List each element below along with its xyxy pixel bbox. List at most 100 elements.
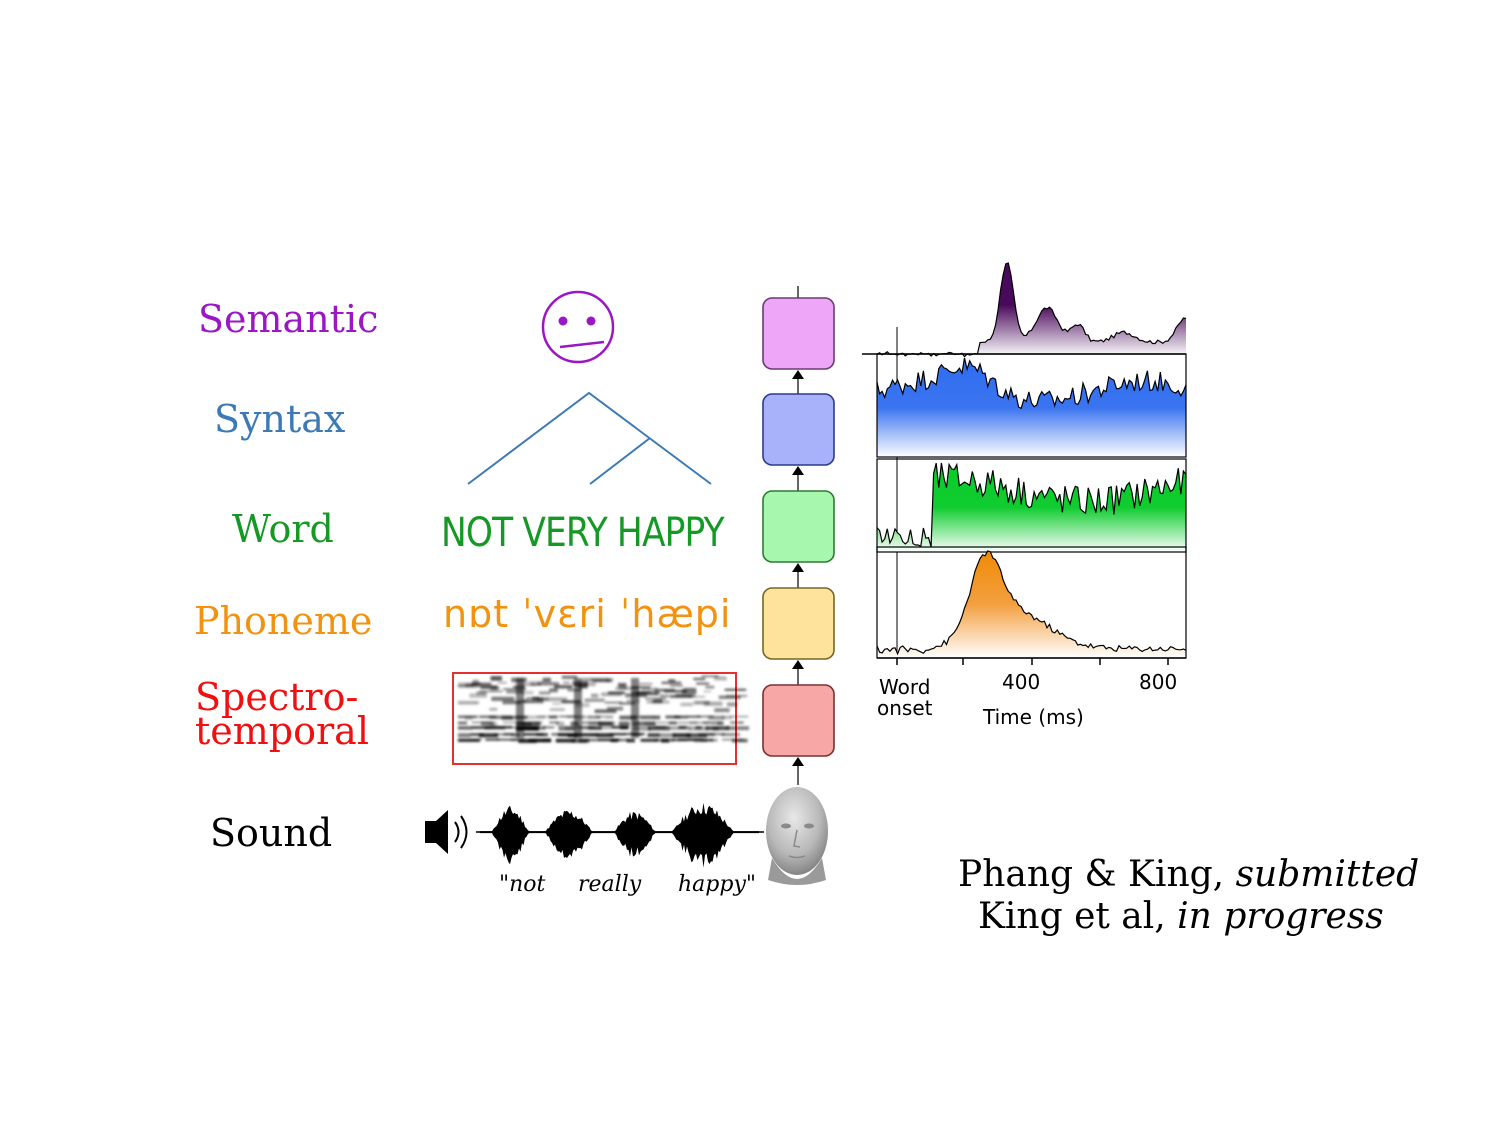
spectrogram-band [458, 685, 479, 689]
spectrogram-band [647, 726, 670, 731]
spectrogram-band [661, 681, 682, 685]
spectrogram-band [458, 738, 481, 742]
spectrogram-band [476, 691, 487, 695]
spectrogram-band [549, 688, 558, 693]
tick-label-400: 400 [1002, 670, 1041, 694]
word-example: NOT VERY HAPPY [441, 510, 725, 556]
spectrogram-band [479, 715, 497, 718]
confused-face-icon [541, 290, 615, 364]
spectrogram-band [584, 698, 605, 702]
spectrogram-band [563, 681, 570, 684]
spectrogram-band [654, 691, 661, 695]
spectrogram-band [693, 700, 710, 705]
spectrogram-band [458, 721, 468, 725]
spectrogram-band [470, 733, 484, 736]
spectrogram-band [491, 696, 515, 701]
spectrogram-band [526, 715, 546, 719]
spectrogram-band [471, 726, 493, 729]
spectrogram-band [703, 701, 723, 706]
spectrogram-band [725, 694, 748, 698]
spectrogram-band [674, 715, 681, 719]
spectrogram [452, 672, 750, 765]
spectrogram-band [472, 679, 479, 685]
spectrogram-band [725, 726, 750, 731]
spectrogram-band [598, 738, 621, 742]
spectrogram-band [618, 721, 630, 726]
label-phoneme: Phoneme [194, 599, 373, 643]
spectrogram-band [610, 738, 619, 742]
spectrogram-band [654, 688, 675, 692]
spectrogram-band [714, 678, 728, 681]
spectrogram-band [656, 721, 677, 724]
spectrogram-band [712, 726, 719, 731]
citation-line-1: Phang & King, submitted [958, 854, 1419, 895]
spectrogram-band [713, 676, 727, 679]
citation-line-2: King et al, in progress [978, 896, 1384, 937]
spectrogram-band [598, 721, 614, 726]
phoneme-example: nɒt ˈvɛri ˈhæpi [443, 592, 732, 636]
spectrogram-band [680, 702, 694, 707]
spectrogram-band [554, 685, 573, 689]
timecourse-area-phoneme [877, 551, 1186, 658]
spectrogram-band [626, 738, 635, 743]
spectrogram-band [678, 726, 687, 729]
spectrogram-band [639, 682, 653, 685]
spectrogram-band [663, 689, 687, 693]
spectrogram-band [555, 721, 565, 727]
spectrogram-band [708, 715, 725, 720]
spectrogram-band [641, 687, 658, 691]
spectrogram-band [696, 682, 710, 685]
spectrogram-band [496, 738, 518, 741]
spectrogram-band [506, 690, 524, 694]
spectrogram-band [607, 706, 624, 711]
spectrogram-band [518, 738, 537, 743]
spectrogram-band [549, 721, 560, 724]
spectrogram-band [534, 721, 543, 724]
spectrogram-band [480, 721, 495, 726]
spectrogram-band [607, 691, 625, 695]
spectrogram-band [555, 738, 576, 743]
spectrogram-band [683, 687, 696, 690]
spectrogram-band [549, 708, 565, 711]
spectrogram-band [542, 738, 552, 743]
spectrogram-band [703, 690, 712, 693]
spectrogram-band [532, 726, 540, 731]
spectrogram-band [654, 726, 667, 728]
syntax-tree [467, 391, 712, 485]
spectrogram-band [458, 682, 482, 685]
spectrogram-band [518, 682, 536, 686]
label-semantic: Semantic [198, 297, 379, 341]
spectrogram-band [582, 677, 593, 682]
label-spectro-line1: Spectro- [195, 675, 359, 719]
spectrogram-band [619, 715, 637, 720]
spectrogram-burst [574, 678, 582, 738]
spectrogram-band [645, 697, 667, 700]
spectrogram-band [522, 733, 544, 736]
spectrogram-band [485, 738, 500, 741]
spectrogram-band [503, 688, 526, 690]
spectrogram-band [604, 701, 623, 704]
spectrogram-band [478, 733, 499, 738]
timecourse-line-word [876, 462, 1187, 548]
spectrogram-band [591, 677, 608, 682]
spectrogram-band [726, 702, 738, 707]
spectrogram-band [660, 738, 670, 743]
time-axis-label: Time (ms) [983, 705, 1084, 729]
spectrogram-band [567, 733, 578, 737]
sound-waveform [476, 802, 764, 868]
spectrogram-band [489, 707, 498, 711]
spectrogram-band [596, 733, 614, 738]
spectrogram-band [652, 715, 661, 719]
spectrogram-band [548, 715, 558, 719]
spectrogram-burst [516, 678, 524, 738]
spectrogram-band [522, 699, 544, 704]
spectrogram-band [547, 697, 568, 702]
spectrogram-band [640, 715, 660, 720]
spectrogram-band [492, 726, 513, 729]
spectrogram-band [617, 683, 627, 687]
spectrogram-band [701, 738, 714, 742]
spectrogram-band [586, 738, 600, 742]
spectrogram-band [575, 733, 599, 737]
timecourse-line-syntax [876, 357, 1187, 410]
spectrogram-band [489, 721, 498, 727]
